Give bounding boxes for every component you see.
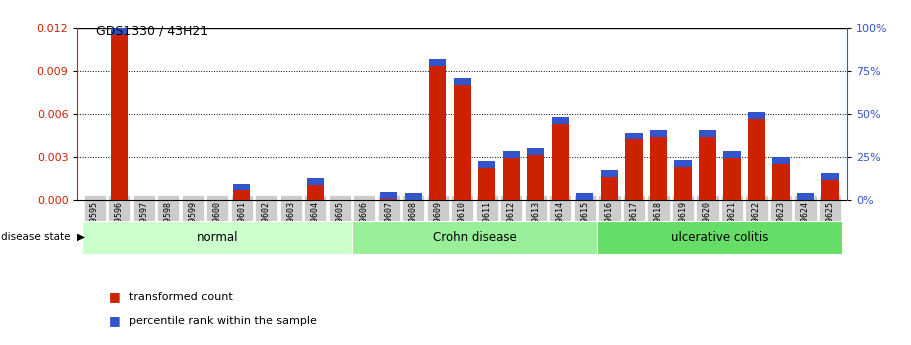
Text: ■: ■: [109, 290, 121, 303]
Bar: [674, 160, 691, 167]
Bar: [552, 117, 569, 124]
Bar: [601, 170, 618, 200]
Bar: [748, 112, 765, 200]
Bar: [380, 192, 397, 200]
Bar: [552, 117, 569, 200]
Bar: [625, 132, 642, 139]
Bar: [454, 78, 471, 200]
Text: normal: normal: [197, 231, 238, 244]
Text: Crohn disease: Crohn disease: [433, 231, 517, 244]
Bar: [723, 151, 741, 158]
Text: GDS1330 / 43H21: GDS1330 / 43H21: [96, 24, 208, 37]
Bar: [598, 221, 843, 254]
Bar: [699, 130, 716, 200]
Bar: [527, 148, 545, 200]
Bar: [797, 193, 814, 200]
Bar: [233, 184, 251, 200]
Bar: [233, 184, 251, 190]
Bar: [822, 173, 839, 200]
Bar: [650, 130, 667, 200]
Bar: [773, 157, 790, 200]
Text: percentile rank within the sample: percentile rank within the sample: [129, 316, 317, 326]
Bar: [650, 130, 667, 137]
Bar: [503, 151, 520, 158]
Text: ulcerative colitis: ulcerative colitis: [671, 231, 769, 244]
Bar: [478, 161, 496, 168]
Bar: [404, 194, 422, 200]
Bar: [699, 130, 716, 137]
Bar: [503, 151, 520, 200]
Bar: [82, 221, 352, 254]
Text: disease state  ▶: disease state ▶: [1, 232, 85, 242]
Text: ■: ■: [109, 314, 121, 327]
Bar: [674, 160, 691, 200]
Bar: [773, 157, 790, 164]
Bar: [822, 173, 839, 180]
Bar: [577, 193, 593, 200]
Bar: [110, 28, 128, 200]
Bar: [601, 170, 618, 177]
Bar: [404, 193, 422, 200]
Bar: [110, 28, 128, 34]
Bar: [380, 192, 397, 199]
Bar: [307, 178, 323, 185]
Bar: [748, 112, 765, 119]
Bar: [625, 132, 642, 200]
Bar: [429, 59, 446, 66]
Bar: [307, 178, 323, 200]
Bar: [454, 78, 471, 85]
Bar: [527, 148, 545, 155]
Bar: [429, 59, 446, 200]
Bar: [352, 221, 598, 254]
Bar: [723, 151, 741, 200]
Bar: [478, 161, 496, 200]
Text: transformed count: transformed count: [129, 292, 233, 302]
